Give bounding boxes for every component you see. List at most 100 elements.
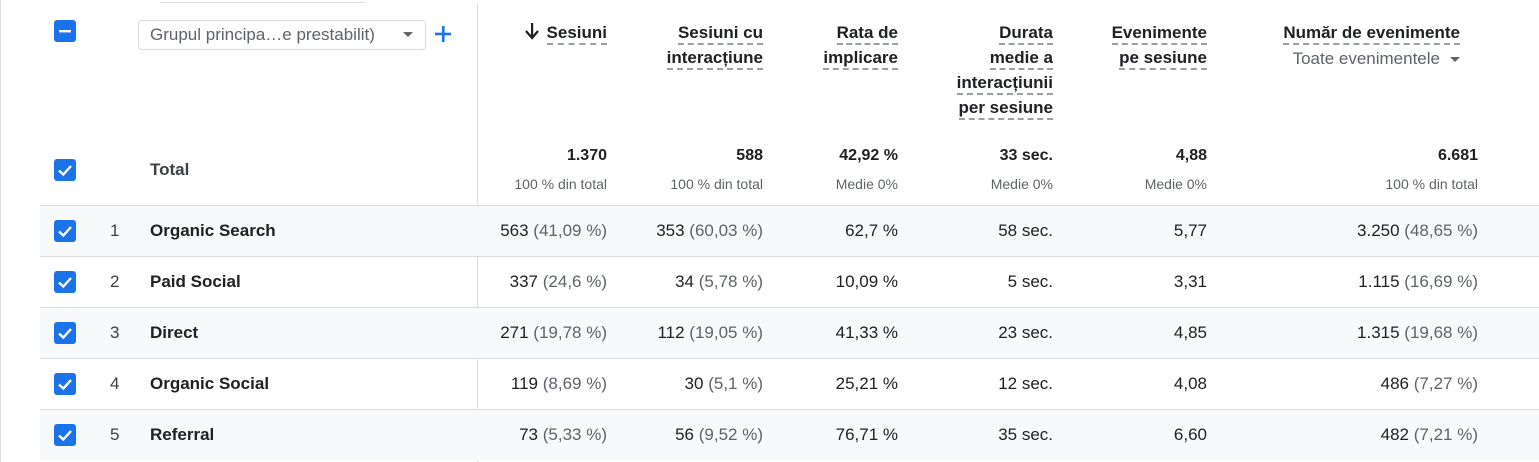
row-checkbox[interactable]: [54, 424, 76, 446]
column-header-engaged-sessions[interactable]: Sesiuni cu interacțiune: [666, 20, 763, 70]
column-header-label: Număr de evenimente: [1283, 23, 1460, 45]
table-cell: 271 (19,78 %): [500, 323, 607, 343]
table-cell: 62,7 %: [845, 221, 898, 241]
table-cell: 112 (19,05 %): [657, 323, 763, 343]
cell-percentage: (60,03 %): [689, 221, 763, 240]
cell-value: 58 sec.: [998, 221, 1053, 240]
table-cell: 6,60: [1174, 425, 1207, 445]
column-header-label: medie a: [989, 48, 1053, 70]
column-header-label: per sesiune: [958, 98, 1053, 120]
cell-percentage: (7,21 %): [1413, 425, 1478, 444]
cell-value: 76,71 %: [835, 425, 898, 444]
chevron-down-icon: [403, 32, 413, 37]
check-icon: [58, 165, 72, 177]
cell-value: 6,60: [1173, 425, 1207, 444]
table-cell: 337 (24,6 %): [510, 272, 607, 292]
column-header-label: implicare: [823, 48, 898, 70]
event-filter-value: Toate evenimentele: [1292, 49, 1440, 68]
chevron-down-icon: [1450, 57, 1460, 63]
table-cell: 10,09 %: [836, 272, 898, 292]
cell-percentage: (8,69 %): [542, 374, 607, 393]
column-header-avg-engagement[interactable]: Durata medie a interacțiunii per sesiune: [956, 20, 1053, 120]
table-cell: 5 sec.: [1008, 272, 1053, 292]
column-header-events-per-session[interactable]: Evenimente pe sesiune: [1111, 20, 1207, 70]
row-dimension-name[interactable]: Paid Social: [150, 272, 241, 291]
table-cell: 76,71 %: [836, 425, 898, 445]
cell-value: 34: [675, 272, 695, 291]
table-cell: 30 (5,1 %): [685, 374, 763, 394]
total-value: 588: [736, 147, 763, 164]
row-dimension-name[interactable]: Referral: [150, 425, 215, 444]
cell-percentage: (19,05 %): [689, 323, 763, 342]
column-header-label: Sesiuni: [546, 23, 607, 45]
column-header-event-count[interactable]: Număr de evenimente: [1283, 20, 1460, 45]
total-label: Total: [150, 160, 190, 179]
cell-value: 25,21 %: [835, 374, 898, 393]
column-header-label: Durata: [999, 23, 1053, 45]
row-checkbox[interactable]: [54, 220, 76, 242]
cell-percentage: (41,09 %): [533, 221, 607, 240]
cell-value: 41,33 %: [835, 323, 898, 342]
check-icon: [58, 430, 72, 442]
select-all-checkbox[interactable]: [54, 20, 76, 42]
table-cell: 5,77: [1174, 221, 1207, 241]
cell-value: 337: [509, 272, 539, 291]
cell-value: 56: [675, 425, 695, 444]
table-row[interactable]: [40, 358, 1539, 409]
total-value: 33 sec.: [999, 147, 1053, 164]
table-cell: 23 sec.: [998, 323, 1053, 343]
row-dimension-name[interactable]: Organic Search: [150, 221, 276, 240]
table-cell: 56 (9,52 %): [675, 425, 763, 445]
cell-percentage: (24,6 %): [542, 272, 607, 291]
row-dimension-name[interactable]: Direct: [150, 323, 199, 342]
column-header-label: Rata de: [836, 23, 898, 45]
dimension-select[interactable]: Grupul principa…e prestabilit): [138, 20, 426, 50]
total-value: 4,88: [1175, 147, 1207, 164]
cell-value: 35 sec.: [998, 425, 1053, 444]
table-cell: 35 sec.: [998, 425, 1053, 445]
cell-percentage: (7,27 %): [1413, 374, 1478, 393]
table-cell: 119 (8,69 %): [511, 374, 607, 394]
event-filter-select[interactable]: Toate evenimentele: [1293, 49, 1460, 69]
table-cell: 25,21 %: [836, 374, 898, 394]
row-checkbox[interactable]: [54, 322, 76, 344]
table-cell: 3,31: [1174, 272, 1207, 292]
total-checkbox[interactable]: [54, 159, 76, 181]
check-icon: [58, 328, 72, 340]
table-row[interactable]: [40, 256, 1539, 307]
row-number: 3: [110, 323, 120, 342]
table-cell: 3.250 (48,65 %): [1357, 221, 1478, 241]
arrow-down-icon: [524, 20, 539, 49]
cell-percentage: (5,1 %): [708, 374, 763, 393]
column-header-label: Sesiuni cu: [677, 23, 763, 45]
table-row[interactable]: [40, 409, 1539, 460]
row-number: 4: [110, 374, 120, 393]
row-number: 1: [110, 221, 120, 240]
total-value: 6.681: [1437, 147, 1478, 164]
row-number: 2: [110, 272, 120, 291]
cell-percentage: (48,65 %): [1404, 221, 1478, 240]
row-checkbox[interactable]: [54, 373, 76, 395]
total-subtext: Medie 0%: [835, 176, 898, 192]
cell-value: 3,31: [1173, 272, 1207, 291]
add-dimension-button[interactable]: [433, 20, 453, 48]
left-border: [0, 0, 1, 462]
table-cell: 4,85: [1174, 323, 1207, 343]
column-header-label: pe sesiune: [1119, 48, 1207, 70]
column-header-sessions[interactable]: Sesiuni: [524, 20, 607, 49]
table-cell: 41,33 %: [836, 323, 898, 343]
cell-value: 62,7 %: [845, 221, 898, 240]
cell-value: 30: [684, 374, 704, 393]
table-cell: 12 sec.: [998, 374, 1053, 394]
table-row[interactable]: [40, 205, 1539, 256]
total-subtext: Medie 0%: [990, 176, 1053, 192]
row-dimension-name[interactable]: Organic Social: [150, 374, 270, 393]
table-cell: 58 sec.: [998, 221, 1053, 241]
table-cell: 486 (7,27 %): [1381, 374, 1478, 394]
table-row[interactable]: [40, 307, 1539, 358]
table-cell: 353 (60,03 %): [656, 221, 763, 241]
column-header-engagement-rate[interactable]: Rata de implicare: [823, 20, 898, 70]
minus-icon: [59, 30, 71, 33]
total-subtext: 100 % din total: [670, 176, 763, 192]
row-checkbox[interactable]: [54, 271, 76, 293]
